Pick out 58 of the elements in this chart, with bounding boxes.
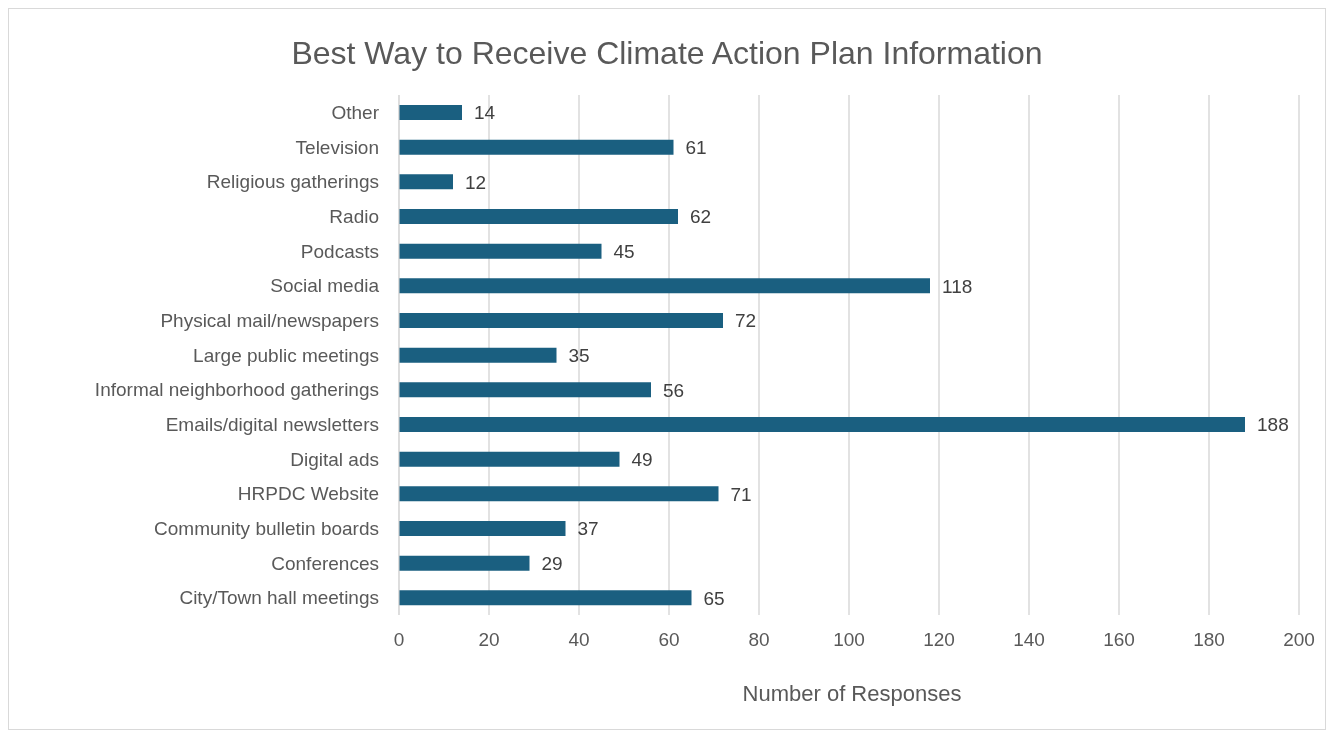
x-tick-label: 80 — [748, 629, 770, 651]
y-tick-label: Other — [331, 102, 380, 124]
bar — [399, 139, 674, 155]
bar — [399, 209, 678, 224]
bar — [399, 521, 566, 536]
bar — [399, 451, 620, 467]
x-axis-title: Number of Responses — [741, 681, 963, 707]
x-tick-label: 180 — [1193, 629, 1225, 651]
y-tick-label: Emails/digital newsletters — [165, 414, 379, 436]
bar — [399, 174, 453, 190]
bar — [399, 486, 719, 502]
data-label: 188 — [1257, 414, 1289, 436]
y-tick-label: Community bulletin boards — [154, 518, 379, 540]
y-tick-label: Television — [295, 136, 379, 158]
x-tick-label: 60 — [658, 629, 680, 651]
bar — [399, 278, 930, 294]
y-tick-label: Physical mail/newspapers — [160, 310, 379, 332]
bar — [399, 382, 651, 398]
bar — [399, 243, 602, 259]
y-tick-label: HRPDC Website — [237, 483, 379, 505]
bar — [399, 313, 723, 328]
bar — [399, 105, 462, 120]
data-label: 29 — [541, 552, 563, 574]
data-label: 49 — [631, 448, 653, 470]
x-tick-label: 160 — [1103, 629, 1135, 651]
y-tick-label: Conferences — [271, 552, 379, 574]
y-tick-label: Informal neighborhood gatherings — [94, 379, 379, 401]
data-label: 35 — [568, 344, 590, 366]
bar — [399, 555, 530, 571]
y-tick-label: Large public meetings — [193, 344, 379, 366]
x-tick-label: 120 — [923, 629, 955, 651]
data-label: 56 — [663, 379, 685, 401]
data-label: 12 — [465, 171, 487, 193]
bar — [399, 590, 692, 606]
x-tick-label: 40 — [568, 629, 590, 651]
y-tick-label: Radio — [329, 206, 379, 228]
x-tick-label: 100 — [833, 629, 865, 651]
data-label: 45 — [613, 240, 635, 262]
data-label: 14 — [474, 102, 496, 124]
bar — [399, 417, 1245, 432]
data-label: 62 — [690, 206, 712, 228]
y-tick-label: Digital ads — [290, 448, 379, 470]
x-tick-label: 20 — [478, 629, 500, 651]
x-tick-label: 140 — [1013, 629, 1045, 651]
x-tick-label: 0 — [393, 629, 405, 651]
y-tick-label: Social media — [270, 275, 380, 297]
data-label: 37 — [577, 518, 599, 540]
data-label: 72 — [735, 310, 757, 332]
x-tick-label: 200 — [1283, 629, 1315, 651]
y-tick-label: Podcasts — [300, 240, 379, 262]
data-label: 65 — [703, 587, 725, 609]
y-tick-label: City/Town hall meetings — [179, 587, 379, 609]
data-label: 61 — [685, 136, 707, 158]
bar — [399, 347, 557, 363]
data-label: 71 — [730, 483, 752, 505]
y-tick-label: Religious gatherings — [206, 171, 379, 193]
data-label: 118 — [942, 275, 973, 297]
chart-title: Best Way to Receive Climate Action Plan Information — [290, 35, 1044, 73]
